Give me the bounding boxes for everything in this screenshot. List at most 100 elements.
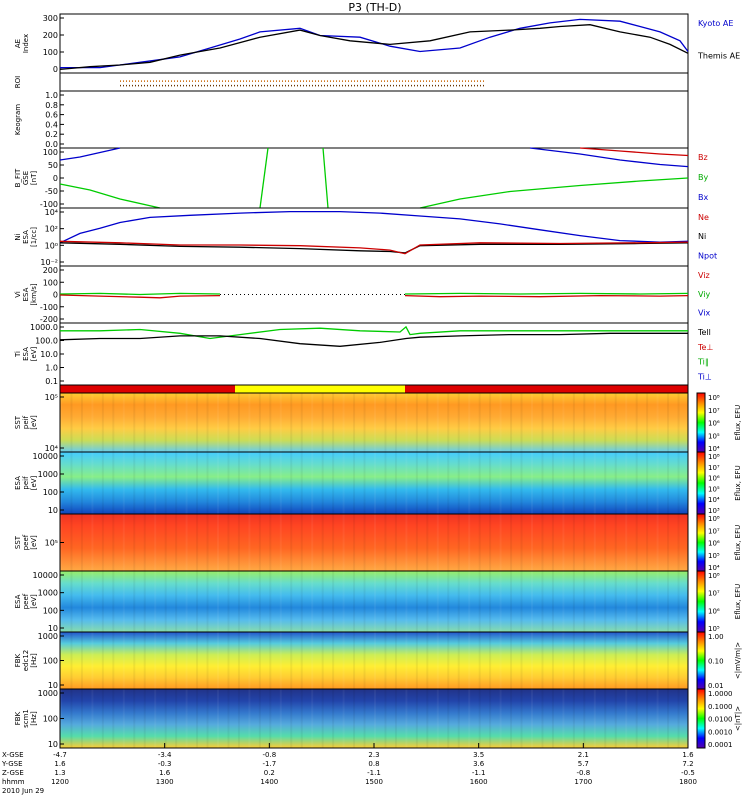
texture-stripe bbox=[656, 571, 659, 632]
texture-stripe bbox=[457, 632, 460, 689]
texture-stripe bbox=[133, 571, 136, 632]
texture-stripe bbox=[122, 689, 125, 748]
texture-stripe bbox=[478, 632, 481, 689]
texture-stripe bbox=[384, 452, 387, 514]
series-line bbox=[59, 24, 689, 71]
texture-stripe bbox=[206, 632, 209, 689]
y-tick-label: 100 bbox=[43, 278, 58, 287]
texture-stripe bbox=[489, 514, 492, 571]
texture-stripe bbox=[614, 393, 617, 452]
texture-stripe bbox=[436, 632, 439, 689]
series-line bbox=[59, 292, 221, 296]
texture-stripe bbox=[258, 571, 261, 632]
series-line bbox=[59, 183, 161, 209]
x-axis-row-label: Z-GSE bbox=[2, 769, 24, 777]
x-tick-label: 1600 bbox=[470, 778, 488, 786]
texture-stripe bbox=[122, 514, 125, 571]
texture-stripe bbox=[415, 452, 418, 514]
texture-stripe bbox=[426, 452, 429, 514]
texture-stripe bbox=[478, 571, 481, 632]
texture-stripe bbox=[363, 632, 366, 689]
texture-stripe bbox=[290, 393, 293, 452]
texture-stripe bbox=[457, 452, 460, 514]
date-label: 2010 Jun 29 bbox=[2, 787, 44, 795]
texture-stripe bbox=[269, 689, 272, 748]
texture-stripe bbox=[541, 689, 544, 748]
texture-stripe bbox=[604, 632, 607, 689]
series-line bbox=[59, 294, 221, 299]
texture-stripe bbox=[614, 689, 617, 748]
panel-vi bbox=[59, 265, 689, 324]
texture-stripe bbox=[164, 689, 167, 748]
colorbar-label: Eflux, EFU bbox=[734, 584, 742, 619]
texture-stripe bbox=[667, 452, 670, 514]
texture-stripe bbox=[164, 514, 167, 571]
texture-stripe bbox=[510, 632, 513, 689]
texture-stripe bbox=[175, 632, 178, 689]
texture-stripe bbox=[206, 571, 209, 632]
texture-stripe bbox=[321, 632, 324, 689]
texture-stripe bbox=[206, 452, 209, 514]
texture-stripe bbox=[468, 689, 471, 748]
y-axis-label: [eV] bbox=[30, 594, 38, 609]
legend-entry: By bbox=[698, 173, 708, 182]
y-tick-label: 200 bbox=[43, 31, 58, 40]
texture-stripe bbox=[258, 393, 261, 452]
texture-stripe bbox=[614, 452, 617, 514]
x-tick-label: -0.5 bbox=[681, 769, 695, 777]
texture-stripe bbox=[541, 571, 544, 632]
colorbar-tick-label: 0.0010 bbox=[708, 728, 733, 736]
y-axis-label: ESA bbox=[22, 347, 30, 361]
colorbar-label: <|mV/m|> bbox=[734, 642, 742, 679]
texture-stripe bbox=[405, 571, 408, 632]
colorbar-label: Eflux, EFU bbox=[734, 465, 742, 500]
y-axis-label: [eV] bbox=[30, 346, 38, 361]
texture-stripe bbox=[426, 571, 429, 632]
texture-stripe bbox=[258, 514, 261, 571]
y-tick-label: 100 bbox=[43, 657, 58, 666]
y-axis-label: [eV] bbox=[30, 415, 38, 430]
texture-stripe bbox=[196, 571, 199, 632]
x-tick-label: 1500 bbox=[365, 778, 383, 786]
texture-stripe bbox=[332, 571, 335, 632]
colorbar-tick-label: 10⁷ bbox=[708, 527, 720, 535]
texture-stripe bbox=[457, 571, 460, 632]
y-axis-label: ESA bbox=[22, 287, 30, 301]
texture-stripe bbox=[290, 514, 293, 571]
texture-stripe bbox=[468, 452, 471, 514]
texture-stripe bbox=[656, 452, 659, 514]
texture-stripe bbox=[300, 514, 303, 571]
texture-stripe bbox=[562, 632, 565, 689]
texture-stripe bbox=[60, 393, 62, 452]
y-axis-label: ESA bbox=[22, 230, 30, 244]
texture-stripe bbox=[290, 632, 293, 689]
y-axis-label: [1/cc] bbox=[30, 227, 38, 247]
y-tick-label: 200 bbox=[43, 266, 58, 275]
texture-stripe bbox=[374, 571, 376, 632]
texture-stripe bbox=[562, 571, 565, 632]
texture-stripe bbox=[279, 393, 282, 452]
y-tick-label: 1000 bbox=[38, 632, 58, 641]
x-tick-label: 1700 bbox=[574, 778, 592, 786]
y-tick-label: 1000 bbox=[38, 689, 58, 698]
colorbar-tick-label: 10⁷ bbox=[708, 464, 720, 472]
texture-stripe bbox=[415, 632, 418, 689]
texture-stripe bbox=[248, 689, 251, 748]
texture-stripe bbox=[217, 452, 219, 514]
texture-stripe bbox=[656, 632, 659, 689]
texture-stripe bbox=[70, 689, 73, 748]
texture-stripe bbox=[677, 632, 680, 689]
texture-stripe bbox=[227, 571, 230, 632]
texture-stripe bbox=[80, 689, 83, 748]
status-segment bbox=[60, 385, 235, 393]
y-axis-label: B_FIT bbox=[14, 168, 22, 187]
x-tick-label: -0.8 bbox=[262, 751, 276, 759]
texture-stripe bbox=[625, 571, 628, 632]
x-tick-label: -1.1 bbox=[472, 769, 486, 777]
y-tick-label: 100 bbox=[43, 715, 58, 724]
texture-stripe bbox=[311, 514, 314, 571]
colorbar-tick-label: 0.10 bbox=[708, 658, 724, 666]
texture-stripe bbox=[562, 452, 565, 514]
texture-stripe bbox=[321, 514, 324, 571]
texture-stripe bbox=[394, 689, 397, 748]
